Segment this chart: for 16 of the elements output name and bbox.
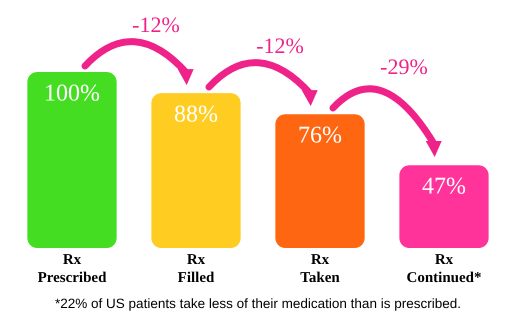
x-tick-label: Rx Prescribed [38,252,108,286]
text: -12% [256,32,304,58]
bar [151,93,241,248]
text: -12% [132,12,180,37]
data-label: 47% [422,174,466,200]
data-label: 100% [44,80,100,106]
bar [275,114,365,248]
annotation: -29% [380,54,428,80]
bar [27,72,117,248]
data-label: 88% [174,101,218,128]
text: *22% of US patients take less of their medication than is prescribed. [54,296,462,311]
x-tick-label: Rx Taken [300,252,340,286]
bar [399,165,489,248]
x-tick-label: Rx Continued* [406,252,482,286]
x-tick-label: Rx Filled [178,252,215,286]
data-label: 76% [298,122,342,149]
